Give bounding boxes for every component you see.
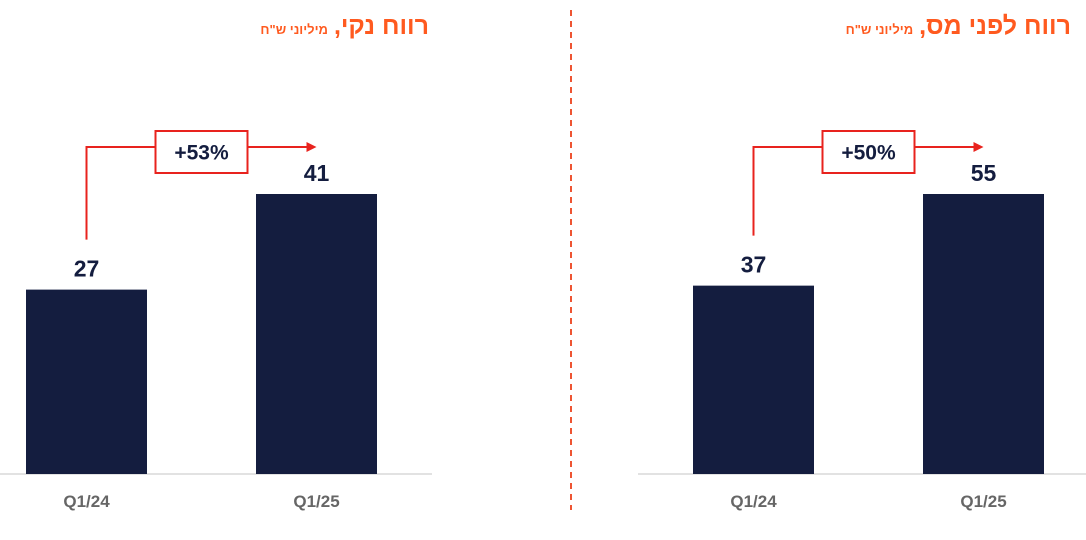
pretax-profit-title: רווח לפני מס, מיליוני ש"ח [846, 12, 1071, 41]
growth-box-pretax-profit [821, 130, 916, 174]
data-label-pretax-profit-q1-24: 37 [741, 252, 767, 278]
chart-pretax-profit: 37 55 Q1/24 Q1/25 +50% [638, 130, 1086, 511]
net-profit-title: רווח נקי, מיליוני ש"ח [260, 12, 429, 41]
bar-net-profit-q1-25 [256, 194, 377, 474]
net-profit-title-main: רווח נקי, [333, 12, 429, 40]
chart-net-profit: 27 41 Q1/24 Q1/25 +53% [0, 130, 432, 511]
tick-label-pretax-profit-q1-24: Q1/24 [730, 492, 777, 511]
bar-pretax-profit-q1-25 [923, 194, 1044, 474]
tick-label-net-profit-q1-25: Q1/25 [293, 492, 339, 511]
growth-label-net-profit: +53% [174, 142, 229, 165]
data-label-pretax-profit-q1-25: 55 [971, 160, 997, 186]
data-label-net-profit-q1-24: 27 [74, 256, 100, 282]
tick-label-pretax-profit-q1-25: Q1/25 [960, 492, 1006, 511]
bar-net-profit-q1-24 [26, 289, 147, 474]
growth-label-pretax-profit: +50% [841, 142, 896, 165]
growth-arrowhead-pretax-profit [973, 142, 984, 152]
data-label-net-profit-q1-25: 41 [304, 160, 330, 186]
pretax-profit-title-unit: מיליוני ש"ח [845, 22, 914, 37]
growth-box-net-profit [154, 130, 249, 174]
bar-pretax-profit-q1-24 [693, 285, 814, 474]
net-profit-title-unit: מיליוני ש"ח [260, 22, 328, 37]
tick-label-net-profit-q1-24: Q1/24 [63, 492, 110, 511]
growth-arrowhead-net-profit [306, 142, 317, 152]
pretax-profit-title-main: רווח לפני מס, [919, 12, 1071, 40]
